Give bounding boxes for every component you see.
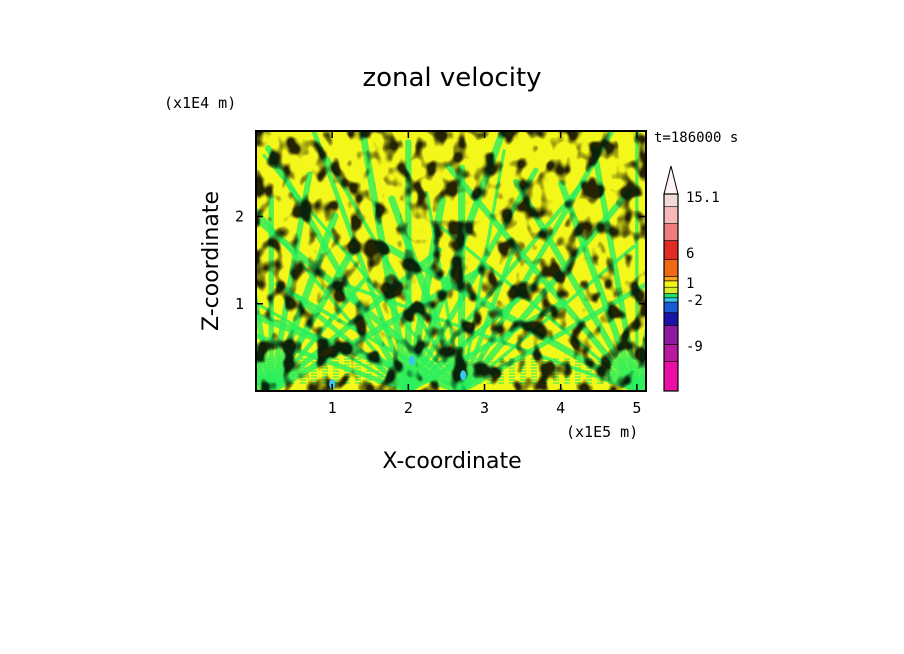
x-axis: 1 2 3 4 5 [328,131,641,417]
y-tick-label: 1 [235,295,244,313]
colorbar-level [663,286,679,294]
colorbar-level [663,325,679,345]
colorbar-frame [663,193,679,392]
colorbar-level [663,293,679,299]
colorbar-level [663,301,679,313]
colorbar-extend-arrow [663,165,679,195]
colorbar-level [663,280,679,288]
colorbar-label: -2 [686,293,703,309]
colorbar: 15.1 6 1-2 -9 [663,165,720,392]
x-tick-label: 5 [632,399,641,417]
colorbar-level [663,223,679,241]
chart-title: zonal velocity [362,63,541,93]
colorbar-level [663,361,679,392]
x-scale-label: (x1E5 m) [566,423,638,441]
colorbar-label: 15.1 [686,190,720,206]
colorbar-level [663,276,679,282]
field-band [634,370,646,391]
velocity-field [256,131,646,391]
colorbar-level [663,240,679,260]
colorbar-level [663,312,679,326]
y-axis-title: Z-coordinate [199,191,224,331]
field-spot [409,355,416,366]
colorbar-level [663,206,679,224]
time-label: t=186000 s [654,130,738,146]
colorbar-label: 1 [686,276,694,292]
colorbar-level [663,193,679,208]
colorbar-label: -9 [686,339,703,355]
y-scale-label: (x1E4 m) [164,94,236,112]
x-tick-label: 4 [556,399,565,417]
x-tick-label: 2 [404,399,413,417]
plot-frame [255,130,647,392]
colorbar-label: 6 [686,246,694,262]
colorbar-level [663,344,679,362]
field-spot [460,370,467,381]
field-band [256,381,275,391]
x-axis-title: X-coordinate [382,449,521,474]
x-tick-label: 3 [480,399,489,417]
field-band [256,380,273,391]
x-tick-label: 1 [328,399,337,417]
field-band [634,376,646,391]
colorbar-level [663,259,679,277]
colorbar-level [663,297,679,303]
y-axis: 12 [235,208,646,313]
y-tick-label: 2 [235,208,244,226]
field-noise [256,131,646,391]
